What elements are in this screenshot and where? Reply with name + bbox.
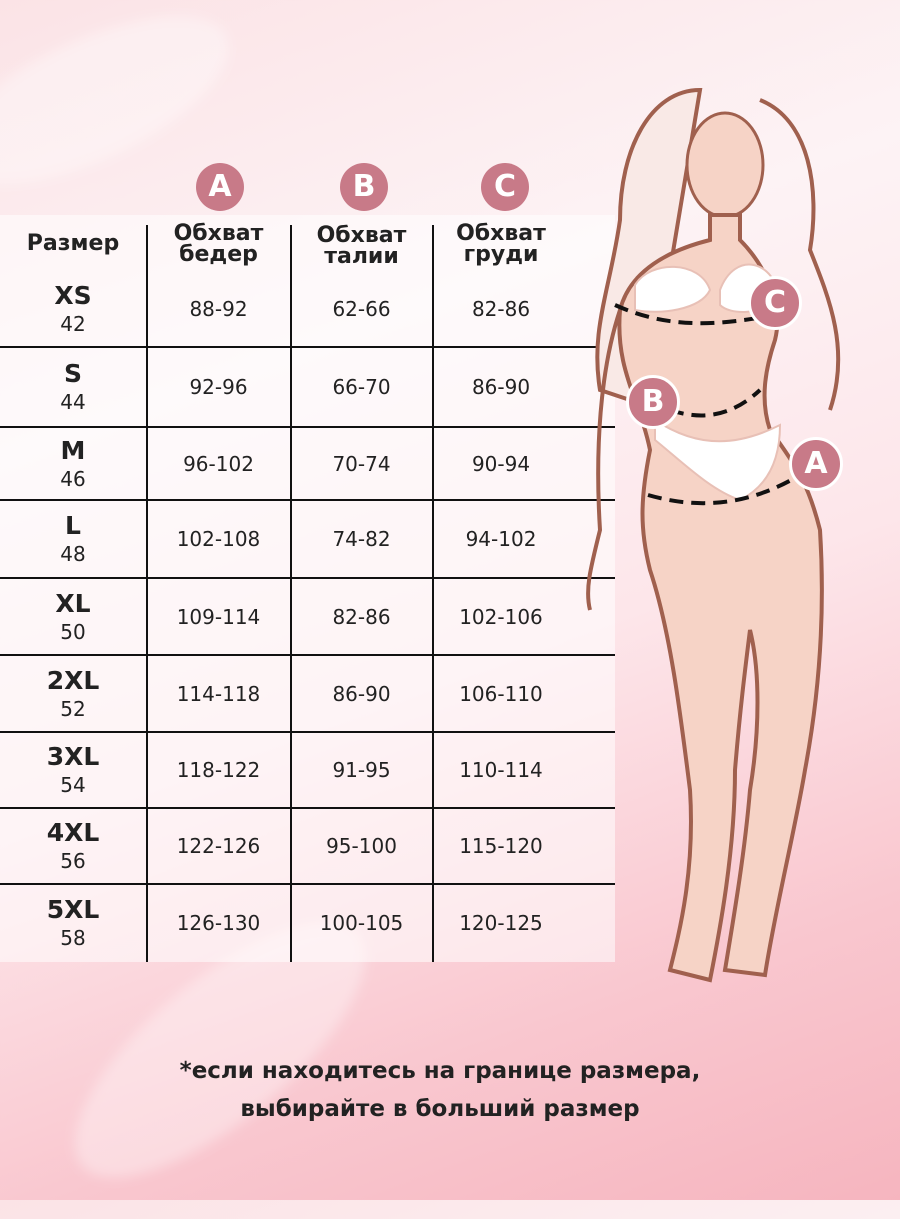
hips-value: 96-102 xyxy=(183,451,254,476)
size-cell: M 46 xyxy=(0,427,146,500)
bust-value: 102-106 xyxy=(459,604,543,629)
size-cell: 3XL 54 xyxy=(0,732,146,808)
ru-size-label: 44 xyxy=(60,390,86,414)
hips-value: 114-118 xyxy=(176,681,261,706)
waist-value: 74-82 xyxy=(332,527,391,551)
ru-size-label: 42 xyxy=(60,311,86,336)
size-cell: 2XL 52 xyxy=(0,655,146,732)
header-hips: Обхват бедер xyxy=(173,221,264,267)
woman-figure-illustration xyxy=(586,87,841,983)
badge-c: C xyxy=(481,163,529,211)
ru-size-label: 50 xyxy=(60,619,86,644)
size-label: 2XL xyxy=(46,665,100,695)
hips-value: 122-126 xyxy=(176,834,261,858)
bust-value: 94-102 xyxy=(465,527,537,551)
header-size: Размер xyxy=(26,230,120,256)
size-table: Размер Обхват бедер Обхват талии Обхват гру… xyxy=(0,215,615,962)
bust-value: 86-90 xyxy=(471,375,531,399)
waist-value: 62-66 xyxy=(332,296,391,321)
footnote-line-2: выбирайте в больший размер xyxy=(240,1096,640,1122)
waist-value: 82-86 xyxy=(332,604,391,629)
bust-value: 120-125 xyxy=(459,911,543,935)
bust-value: 115-120 xyxy=(459,834,543,858)
figure-badge-b: B xyxy=(626,375,680,429)
size-cell: L 48 xyxy=(0,500,146,578)
size-label: L xyxy=(65,511,81,540)
size-label: XS xyxy=(54,280,92,310)
size-label: 5XL xyxy=(46,895,100,924)
header-waist: Обхват талии xyxy=(316,223,407,269)
waist-value: 95-100 xyxy=(326,834,397,858)
size-label: S xyxy=(63,359,82,388)
ru-size-label: 52 xyxy=(60,696,86,721)
size-cell: 5XL 58 xyxy=(0,884,146,962)
waist-value: 70-74 xyxy=(332,451,391,476)
hips-value: 102-108 xyxy=(176,527,261,551)
waist-value: 100-105 xyxy=(319,911,404,935)
bust-value: 82-86 xyxy=(471,296,531,321)
bust-value: 110-114 xyxy=(459,758,543,782)
size-label: 3XL xyxy=(46,742,100,771)
size-cell: XL 50 xyxy=(0,578,146,655)
badge-b: B xyxy=(340,163,388,211)
bust-value: 90-94 xyxy=(471,451,531,476)
size-cell: XS 42 xyxy=(0,270,146,347)
hips-value: 109-114 xyxy=(176,604,261,629)
size-label: 4XL xyxy=(46,818,100,847)
hips-value: 88-92 xyxy=(189,296,248,321)
ru-size-label: 54 xyxy=(60,773,86,797)
footnote: *если находитесь на границе размера, выб… xyxy=(0,1052,880,1128)
waist-value: 91-95 xyxy=(332,758,391,782)
bust-value: 106-110 xyxy=(459,681,543,706)
size-label: M xyxy=(60,435,86,465)
size-label: XL xyxy=(55,588,91,618)
hips-value: 92-96 xyxy=(189,375,248,399)
ru-size-label: 46 xyxy=(60,466,86,491)
size-cell: S 44 xyxy=(0,347,146,427)
badge-a: A xyxy=(196,163,244,211)
ru-size-label: 48 xyxy=(60,542,86,566)
ru-size-label: 58 xyxy=(60,926,86,950)
waist-value: 86-90 xyxy=(332,681,391,706)
header-bust: Обхват груди xyxy=(456,221,546,267)
waist-value: 66-70 xyxy=(332,375,391,399)
hips-value: 126-130 xyxy=(176,911,261,935)
footnote-line-1: *если находитесь на границе размера, xyxy=(179,1058,701,1084)
ru-size-label: 56 xyxy=(60,849,86,873)
figure-badge-c: C xyxy=(748,276,802,330)
hips-value: 118-122 xyxy=(176,758,261,782)
figure-badge-a: A xyxy=(789,437,843,491)
size-cell: 4XL 56 xyxy=(0,808,146,884)
